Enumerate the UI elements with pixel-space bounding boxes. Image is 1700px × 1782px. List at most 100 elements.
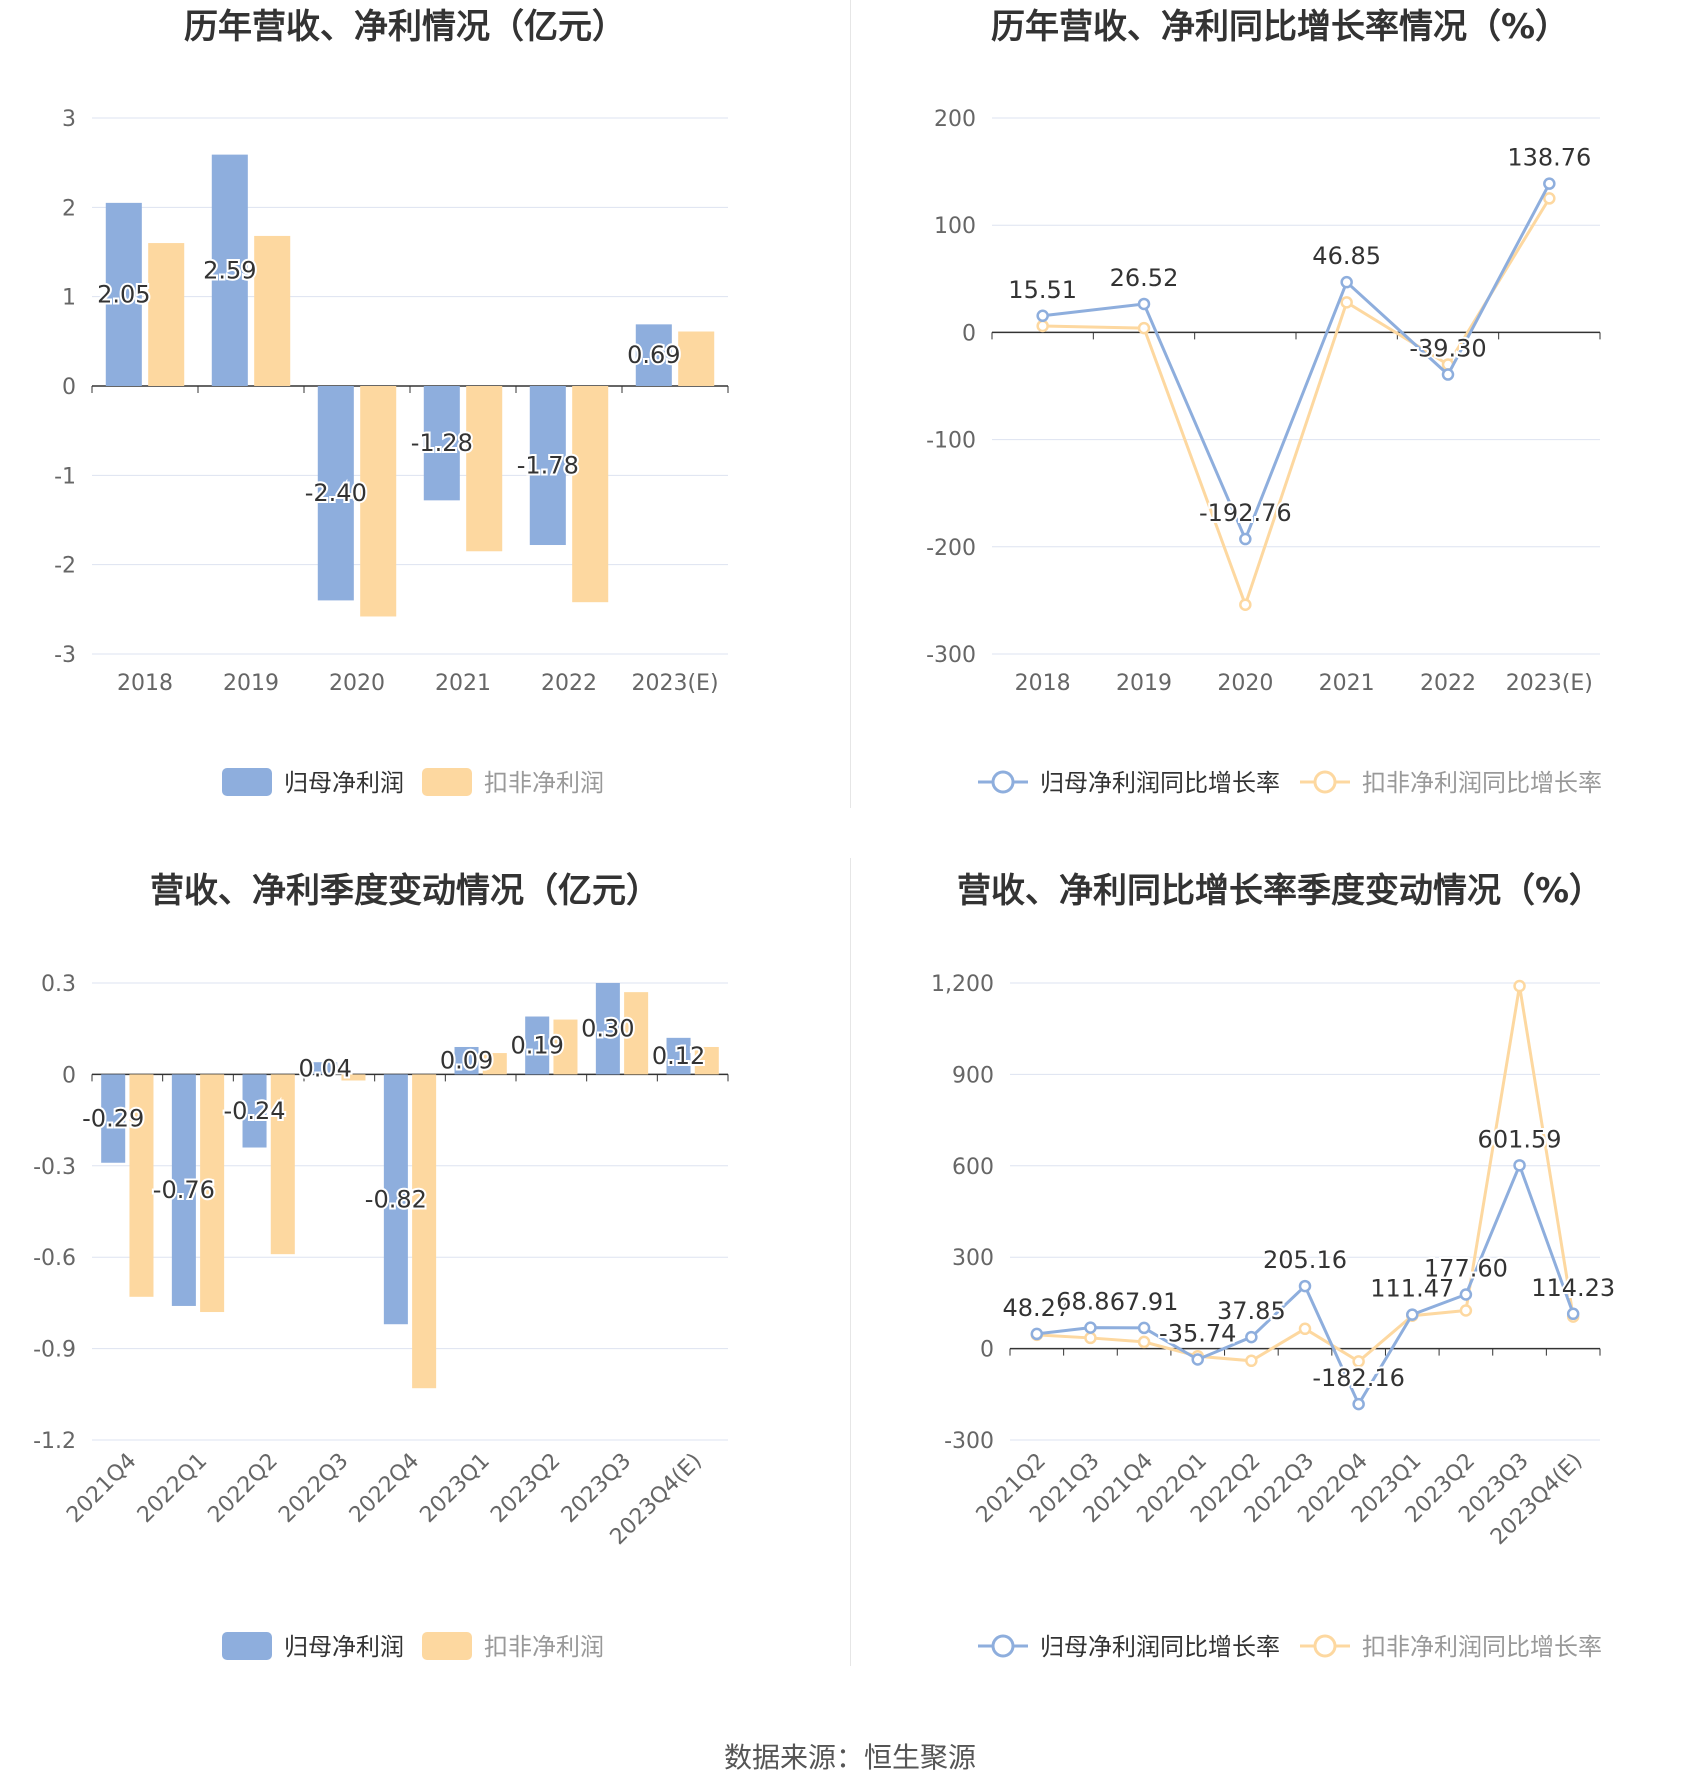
bar-deducted-net-profit <box>148 243 185 386</box>
legend-swatch <box>422 1632 472 1660</box>
bar-parent-net-profit <box>242 1074 267 1148</box>
legend-label: 扣非净利润同比增长率 <box>1362 1633 1602 1661</box>
bar-parent-net-profit <box>105 202 142 386</box>
bar-deducted-net-profit <box>254 235 291 386</box>
bar-parent-net-profit <box>595 983 620 1075</box>
legend-swatch-marker <box>991 1634 1015 1658</box>
line-data-label: 601.59 <box>1478 1125 1562 1153</box>
bar-deducted-net-profit <box>694 1046 719 1075</box>
bar-data-label: -0.76 <box>153 1176 215 1204</box>
bar-data-label: -2.40 <box>305 479 367 507</box>
line-point <box>1191 1353 1204 1366</box>
y-tick-label: 600 <box>952 1155 994 1180</box>
x-tick-label: 2023(E) <box>631 671 718 696</box>
bar-data-label: -1.28 <box>411 429 473 457</box>
bar-parent-net-profit <box>635 324 672 386</box>
y-tick-label: -0.9 <box>33 1338 76 1363</box>
line-data-label: 15.51 <box>1008 276 1077 304</box>
line-point <box>1036 319 1049 333</box>
y-tick-label: 1 <box>62 286 76 311</box>
line-point <box>1513 979 1526 993</box>
legend-label: 归母净利润同比增长率 <box>1040 769 1280 797</box>
bar-parent-net-profit <box>423 386 460 501</box>
line-point <box>1566 1307 1580 1321</box>
line-point <box>1137 1321 1151 1335</box>
legend-label: 归母净利润 <box>284 769 404 797</box>
x-tick-label: 2022Q1 <box>133 1449 212 1528</box>
line-point <box>1030 1327 1044 1341</box>
chart-title: 营收、净利同比增长率季度变动情况（%） <box>957 871 1603 911</box>
annual-growth-group: 历年营收、净利同比增长率情况（%） 200 100 0 -100 -200 -300 2018… <box>926 7 1602 797</box>
line-point <box>1441 368 1455 381</box>
bar-deducted-net-profit <box>678 331 715 386</box>
x-tick-label: 2022 <box>541 671 597 696</box>
bar-parent-net-profit <box>317 386 354 601</box>
x-tick-label: 2021 <box>435 671 491 696</box>
line-data-label: 177.60 <box>1424 1254 1508 1282</box>
bar-deducted-net-profit <box>482 1053 507 1075</box>
line-data-label: 48.27 <box>1002 1294 1071 1322</box>
legend-swatch-marker <box>1313 1634 1337 1658</box>
line-point <box>1298 1322 1312 1336</box>
line-data-label: 68.86 <box>1056 1288 1125 1316</box>
y-tick-label: 200 <box>934 107 976 132</box>
chart-title: 历年营收、净利情况（亿元） <box>184 7 626 47</box>
bar-deducted-net-profit <box>200 1074 225 1313</box>
chart-title: 历年营收、净利同比增长率情况（%） <box>991 7 1569 47</box>
line-data-label: 138.76 <box>1507 144 1591 172</box>
y-tick-label: 0 <box>980 1338 994 1363</box>
y-tick-label: -200 <box>926 536 976 561</box>
line-point <box>1245 1330 1258 1344</box>
line-data-label: 46.85 <box>1312 242 1381 270</box>
bar-deducted-net-profit <box>624 992 649 1075</box>
x-tick-label: 2021 <box>1319 671 1375 696</box>
y-tick-label: -1.2 <box>33 1429 76 1454</box>
x-tick-label: 2021Q4 <box>62 1449 141 1528</box>
legend-swatch-marker <box>1313 770 1337 794</box>
bar-parent-net-profit <box>525 1016 550 1075</box>
y-tick-label: 300 <box>952 1246 994 1271</box>
bar-data-label: 0.09 <box>440 1047 493 1075</box>
line-point <box>1137 297 1151 311</box>
x-tick-label: 2022Q2 <box>203 1449 282 1528</box>
legend-label: 扣非净利润 <box>484 1633 604 1661</box>
bar-data-label: -1.78 <box>517 452 579 480</box>
y-tick-label: -0.3 <box>33 1155 76 1180</box>
line-point <box>1543 177 1556 190</box>
x-tick-label: 2023(E) <box>1506 671 1593 696</box>
line-point <box>1298 1279 1312 1293</box>
legend-swatch-marker <box>991 770 1015 794</box>
line-data-label: 114.23 <box>1531 1274 1615 1302</box>
y-tick-label: 0.3 <box>41 972 76 997</box>
line-point <box>1459 1288 1473 1301</box>
bar-deducted-net-profit <box>412 1074 437 1389</box>
x-tick-label: 2020 <box>329 671 385 696</box>
line-data-label: -35.74 <box>1159 1319 1236 1347</box>
line-point <box>1406 1308 1419 1321</box>
line-point <box>1137 1335 1151 1349</box>
line-point <box>1543 192 1556 205</box>
bar-deducted-net-profit <box>572 386 609 603</box>
line-data-label: 37.85 <box>1217 1297 1286 1325</box>
line-point <box>1513 1159 1526 1172</box>
bar-parent-net-profit <box>383 1074 408 1325</box>
bar-parent-net-profit <box>454 1046 479 1075</box>
quarterly-growth-group: 营收、净利同比增长率季度变动情况（%） 1,200 900 600 300 0 -300 20… <box>931 871 1617 1661</box>
line-data-label: -39.30 <box>1409 335 1486 363</box>
line-data-label: 26.52 <box>1110 264 1179 292</box>
x-tick-label: 2022 <box>1420 671 1476 696</box>
legend-label: 归母净利润 <box>284 1633 404 1661</box>
x-tick-label: 2020 <box>1217 671 1273 696</box>
y-tick-label: 0 <box>62 1063 76 1088</box>
legend-label: 扣非净利润 <box>484 769 604 797</box>
bar-deducted-net-profit <box>466 386 503 552</box>
line-deducted-net-profit-growth <box>1042 197 1551 610</box>
y-tick-label: 900 <box>952 1063 994 1088</box>
bar-data-label: 0.04 <box>298 1054 351 1082</box>
y-tick-label: 0 <box>962 321 976 346</box>
legend-swatch <box>222 1632 272 1660</box>
y-tick-label: -0.6 <box>33 1246 76 1271</box>
bar-data-label: 0.30 <box>581 1015 634 1043</box>
line-data-label: 111.47 <box>1370 1275 1454 1303</box>
